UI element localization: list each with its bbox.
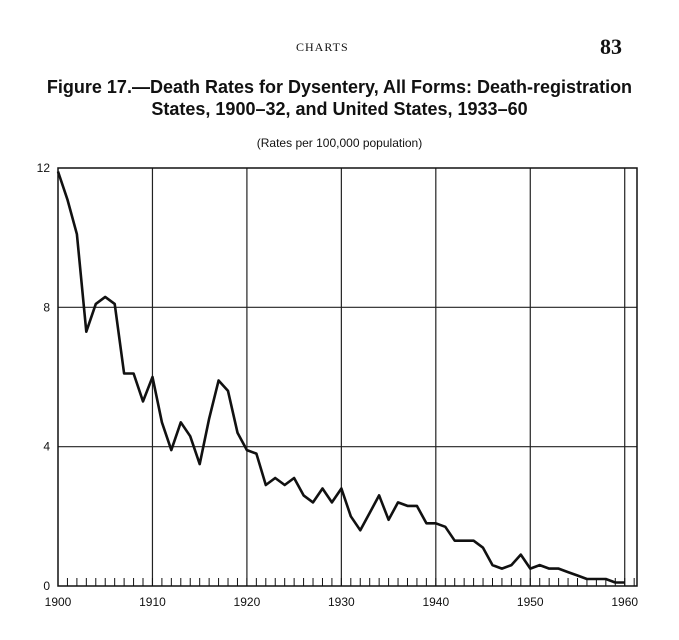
page-number: 83 — [600, 34, 622, 59]
grid-lines — [58, 168, 637, 586]
x-tick-label: 1900 — [45, 595, 72, 609]
x-tick-label: 1910 — [139, 595, 166, 609]
chart-title: Figure 17.—Death Rates for Dysentery, Al… — [10, 76, 669, 120]
y-tick-label: 0 — [43, 579, 50, 593]
plot-frame — [57, 167, 638, 587]
y-tick-label: 4 — [43, 440, 50, 454]
x-tick-labels: 1900 1910 1920 1930 1940 1950 1960 — [45, 595, 639, 609]
series-line — [56, 171, 625, 584]
minor-ticks — [66, 578, 635, 586]
page-header: CHARTS 83 — [0, 30, 679, 60]
x-tick-label: 1950 — [517, 595, 544, 609]
running-head: CHARTS — [296, 40, 349, 54]
chart-title-line-2: States, 1900–32, and United States, 1933… — [151, 99, 528, 119]
x-tick-label: 1920 — [234, 595, 261, 609]
y-tick-label: 8 — [43, 300, 50, 314]
x-tick-label: 1930 — [328, 595, 355, 609]
chart-title-line-1: Figure 17.—Death Rates for Dysentery, Al… — [46, 77, 633, 97]
y-tick-labels: 0 4 8 12 — [37, 161, 51, 593]
y-tick-label: 12 — [37, 161, 51, 175]
x-tick-label: 1960 — [611, 595, 638, 609]
chart-subtitle: (Rates per 100,000 population) — [256, 136, 423, 150]
series-group — [56, 171, 625, 584]
x-tick-label: 1940 — [422, 595, 449, 609]
